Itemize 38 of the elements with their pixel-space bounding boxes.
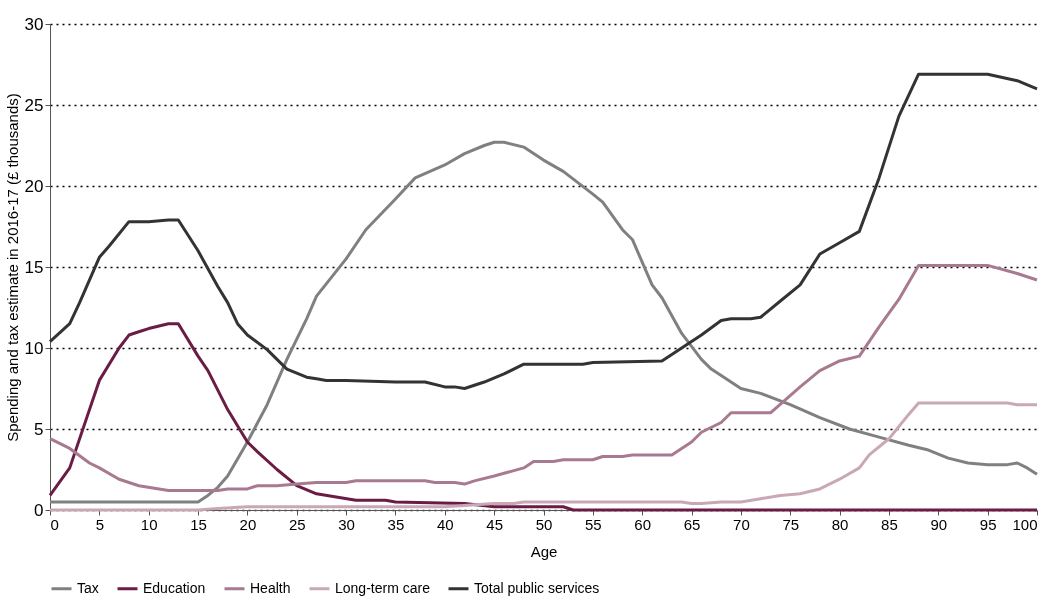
legend-label: Total public services (474, 579, 600, 596)
line-series (48, 263, 1039, 493)
line-series (48, 140, 1039, 504)
x-tick-label: 60 (634, 515, 652, 533)
x-tick-label: 5 (95, 515, 105, 533)
legend-label: Tax (77, 579, 99, 596)
x-tick-label: 0 (50, 515, 59, 533)
y-tick-label: 25 (24, 95, 44, 115)
x-tick-label: 75 (782, 515, 800, 533)
x-tick-label: 95 (979, 515, 997, 533)
x-tick-label: 45 (486, 515, 503, 533)
x-tick-label: 25 (288, 515, 306, 533)
line-series (48, 72, 1039, 390)
y-tick-label: 5 (34, 419, 44, 439)
y-tick-label: 10 (24, 338, 44, 358)
x-tick-label: 55 (585, 515, 602, 533)
legend-label: Health (250, 579, 291, 596)
x-tick-label: 20 (239, 515, 257, 533)
x-tick-label: 100 (1012, 515, 1038, 533)
y-tick-label: 20 (24, 176, 44, 196)
x-tick-label: 40 (436, 515, 454, 533)
y-tick-label: 0 (34, 500, 44, 520)
legend-label: Education (143, 579, 206, 596)
x-tick-label: 85 (881, 515, 898, 533)
x-tick-label: 30 (338, 515, 355, 533)
x-tick-label: 80 (831, 515, 849, 533)
x-tick-label: 65 (683, 515, 701, 533)
y-tick-label: 30 (24, 14, 44, 34)
x-tick-label: 10 (140, 515, 158, 533)
x-tick-label: 90 (930, 515, 948, 533)
x-tick-label: 15 (190, 515, 207, 533)
x-tick-label: 70 (733, 515, 750, 533)
legend-label: Long-term care (335, 579, 431, 596)
x-tick-label: 50 (535, 515, 553, 533)
x-tick-label: 35 (387, 515, 405, 533)
y-axis-title: Spending and tax estimate in 2016-17 (£ thousands) (3, 93, 21, 442)
y-tick-label: 15 (24, 257, 44, 277)
x-axis-title: Age (530, 542, 558, 560)
